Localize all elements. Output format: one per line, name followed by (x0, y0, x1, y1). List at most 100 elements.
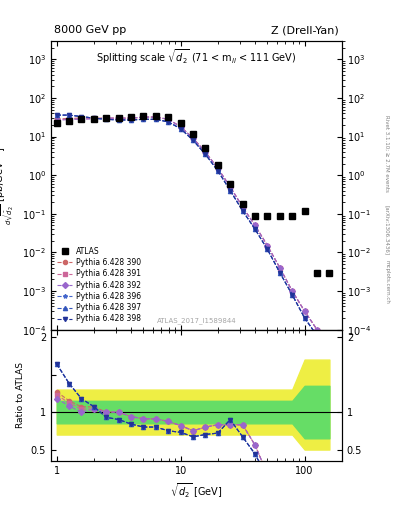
Pythia 6.428 392 (240, 204, 245, 210)
Pythia 6.428 390 (54, 116, 59, 122)
Pythia 6.428 390 (253, 222, 257, 228)
Pythia 6.428 396 (116, 117, 121, 123)
Pythia 6.428 391 (191, 135, 195, 141)
Pythia 6.428 396 (141, 116, 146, 122)
Pythia 6.428 396 (92, 115, 96, 121)
ATLAS (240, 201, 245, 207)
Pythia 6.428 391 (166, 116, 171, 122)
ATLAS (104, 115, 108, 121)
ATLAS (302, 208, 307, 214)
ATLAS (265, 212, 270, 219)
Pythia 6.428 390 (240, 204, 245, 210)
Pythia 6.428 398 (302, 315, 307, 321)
ATLAS (191, 131, 195, 137)
Pythia 6.428 391 (302, 308, 307, 314)
Pythia 6.428 392 (129, 115, 134, 121)
Pythia 6.428 392 (104, 115, 108, 121)
Pythia 6.428 390 (215, 165, 220, 172)
ATLAS (166, 114, 171, 120)
Pythia 6.428 390 (154, 114, 158, 120)
Pythia 6.428 392 (54, 117, 59, 123)
Text: mcplots.cern.ch: mcplots.cern.ch (384, 260, 389, 304)
Line: Pythia 6.428 398: Pythia 6.428 398 (55, 113, 331, 359)
Pythia 6.428 390 (203, 149, 208, 155)
Pythia 6.428 397 (154, 116, 158, 122)
ATLAS (154, 113, 158, 119)
ATLAS (92, 116, 96, 122)
Pythia 6.428 398 (203, 151, 208, 157)
Pythia 6.428 398 (277, 269, 282, 275)
Pythia 6.428 390 (191, 135, 195, 141)
Pythia 6.428 392 (302, 308, 307, 314)
Pythia 6.428 391 (79, 116, 84, 122)
Pythia 6.428 391 (116, 115, 121, 121)
Text: [arXiv:1306.3436]: [arXiv:1306.3436] (384, 205, 389, 255)
Y-axis label: Ratio to ATLAS: Ratio to ATLAS (16, 362, 25, 428)
Pythia 6.428 391 (315, 327, 320, 333)
Pythia 6.428 397 (141, 116, 146, 122)
Pythia 6.428 396 (154, 116, 158, 122)
Pythia 6.428 392 (290, 288, 294, 294)
Pythia 6.428 397 (166, 119, 171, 125)
Pythia 6.428 398 (141, 116, 146, 122)
Pythia 6.428 390 (166, 116, 171, 122)
Pythia 6.428 398 (191, 137, 195, 143)
Pythia 6.428 397 (253, 226, 257, 232)
Pythia 6.428 392 (191, 135, 195, 141)
Pythia 6.428 391 (215, 165, 220, 172)
Pythia 6.428 398 (178, 125, 183, 132)
Line: Pythia 6.428 390: Pythia 6.428 390 (55, 115, 331, 352)
Pythia 6.428 397 (104, 116, 108, 122)
Line: ATLAS: ATLAS (54, 113, 332, 275)
Pythia 6.428 398 (253, 226, 257, 232)
Pythia 6.428 392 (203, 149, 208, 155)
X-axis label: $\sqrt{d_2}$ [GeV]: $\sqrt{d_2}$ [GeV] (170, 481, 223, 500)
Pythia 6.428 397 (265, 246, 270, 252)
Pythia 6.428 391 (54, 117, 59, 123)
Pythia 6.428 397 (228, 187, 233, 194)
ATLAS (228, 181, 233, 187)
Pythia 6.428 392 (154, 114, 158, 120)
Pythia 6.428 390 (92, 115, 96, 121)
Pythia 6.428 396 (203, 151, 208, 157)
Text: 8000 GeV pp: 8000 GeV pp (54, 25, 126, 35)
ATLAS (178, 120, 183, 126)
Pythia 6.428 392 (166, 116, 171, 122)
Pythia 6.428 391 (228, 184, 233, 190)
ATLAS (315, 269, 320, 275)
Pythia 6.428 392 (141, 114, 146, 120)
Pythia 6.428 390 (79, 115, 84, 121)
Pythia 6.428 398 (92, 115, 96, 121)
Pythia 6.428 396 (79, 114, 84, 120)
Pythia 6.428 396 (54, 112, 59, 118)
Pythia 6.428 396 (315, 332, 320, 338)
Pythia 6.428 390 (302, 308, 307, 314)
Y-axis label: $\frac{d\sigma}{d\sqrt{\bar{d}_2}}$ [pb,GeV$^{-1}$]: $\frac{d\sigma}{d\sqrt{\bar{d}_2}}$ [pb,… (0, 146, 17, 225)
Pythia 6.428 392 (277, 265, 282, 271)
Pythia 6.428 392 (215, 165, 220, 172)
Pythia 6.428 396 (228, 187, 233, 194)
Pythia 6.428 396 (240, 208, 245, 214)
Pythia 6.428 398 (290, 292, 294, 298)
Pythia 6.428 392 (116, 115, 121, 121)
ATLAS (327, 269, 332, 275)
Pythia 6.428 398 (228, 187, 233, 194)
Pythia 6.428 390 (141, 114, 146, 120)
ATLAS (215, 162, 220, 168)
Pythia 6.428 390 (277, 265, 282, 271)
Pythia 6.428 396 (290, 292, 294, 298)
Pythia 6.428 397 (79, 114, 84, 120)
Pythia 6.428 392 (327, 347, 332, 353)
Pythia 6.428 396 (178, 125, 183, 132)
Line: Pythia 6.428 397: Pythia 6.428 397 (55, 113, 331, 359)
ATLAS (116, 115, 121, 121)
Pythia 6.428 397 (129, 117, 134, 123)
Pythia 6.428 398 (215, 168, 220, 174)
Pythia 6.428 397 (92, 115, 96, 121)
Pythia 6.428 397 (215, 168, 220, 174)
Pythia 6.428 398 (166, 119, 171, 125)
Pythia 6.428 397 (116, 117, 121, 123)
ATLAS (277, 212, 282, 219)
Pythia 6.428 396 (191, 137, 195, 143)
Pythia 6.428 397 (54, 112, 59, 118)
